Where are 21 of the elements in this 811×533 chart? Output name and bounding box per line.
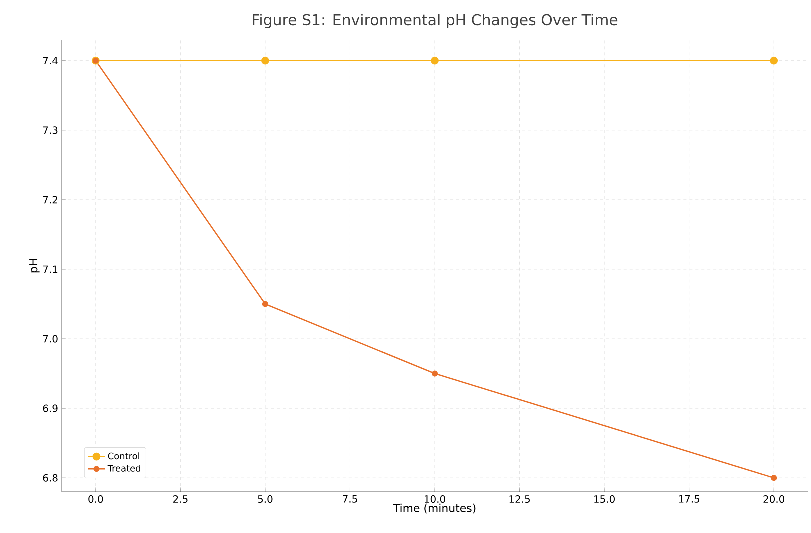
x-tick-label: 15.0	[594, 496, 615, 504]
x-tick-label: 10.0	[425, 496, 446, 504]
y-tick-label: 7.1	[43, 266, 58, 274]
legend-label: Control	[108, 452, 140, 460]
legend-label: Treated	[108, 464, 140, 472]
y-tick-label: 7.2	[43, 196, 58, 204]
x-tick-label: 17.5	[679, 496, 700, 503]
y-tick-label: 7.4	[43, 57, 58, 64]
y-tick-label: 7.0	[43, 335, 58, 343]
x-axis-title: Time (minutes)	[393, 504, 476, 514]
x-tick-label: 2.5	[173, 496, 188, 504]
x-tick-label: 5.0	[258, 496, 273, 504]
x-tick-label: 0.0	[88, 496, 104, 504]
y-tick-label: 7.3	[43, 126, 58, 134]
y-tick-label: 6.8	[43, 474, 58, 482]
y-tick-label: 6.9	[43, 404, 58, 412]
x-tick-label: 7.5	[343, 496, 358, 503]
x-tick-label: 12.5	[510, 496, 530, 504]
y-axis-title: pH	[30, 259, 40, 273]
x-tick-label: 20.0	[764, 496, 785, 504]
chart-title: Figure S1: Environmental pH Changes Over Time	[253, 14, 618, 29]
